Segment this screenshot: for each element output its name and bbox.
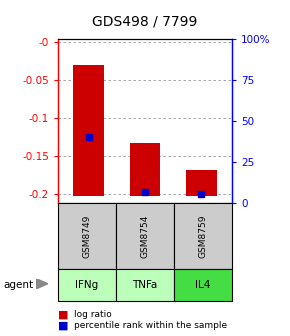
Text: log ratio: log ratio (74, 310, 112, 319)
Text: ■: ■ (58, 321, 68, 331)
Bar (130, 142, 160, 196)
Bar (186, 170, 217, 196)
Text: IFNg: IFNg (75, 280, 99, 290)
Bar (73, 65, 104, 196)
Text: IL4: IL4 (195, 280, 211, 290)
Text: percentile rank within the sample: percentile rank within the sample (74, 322, 227, 330)
Text: GDS498 / 7799: GDS498 / 7799 (92, 15, 198, 29)
Text: GSM8754: GSM8754 (140, 214, 150, 258)
Text: GSM8749: GSM8749 (82, 214, 92, 258)
Polygon shape (36, 279, 48, 289)
Text: TNFa: TNFa (132, 280, 158, 290)
Text: ■: ■ (58, 309, 68, 319)
Text: agent: agent (3, 280, 33, 290)
Text: GSM8759: GSM8759 (198, 214, 208, 258)
